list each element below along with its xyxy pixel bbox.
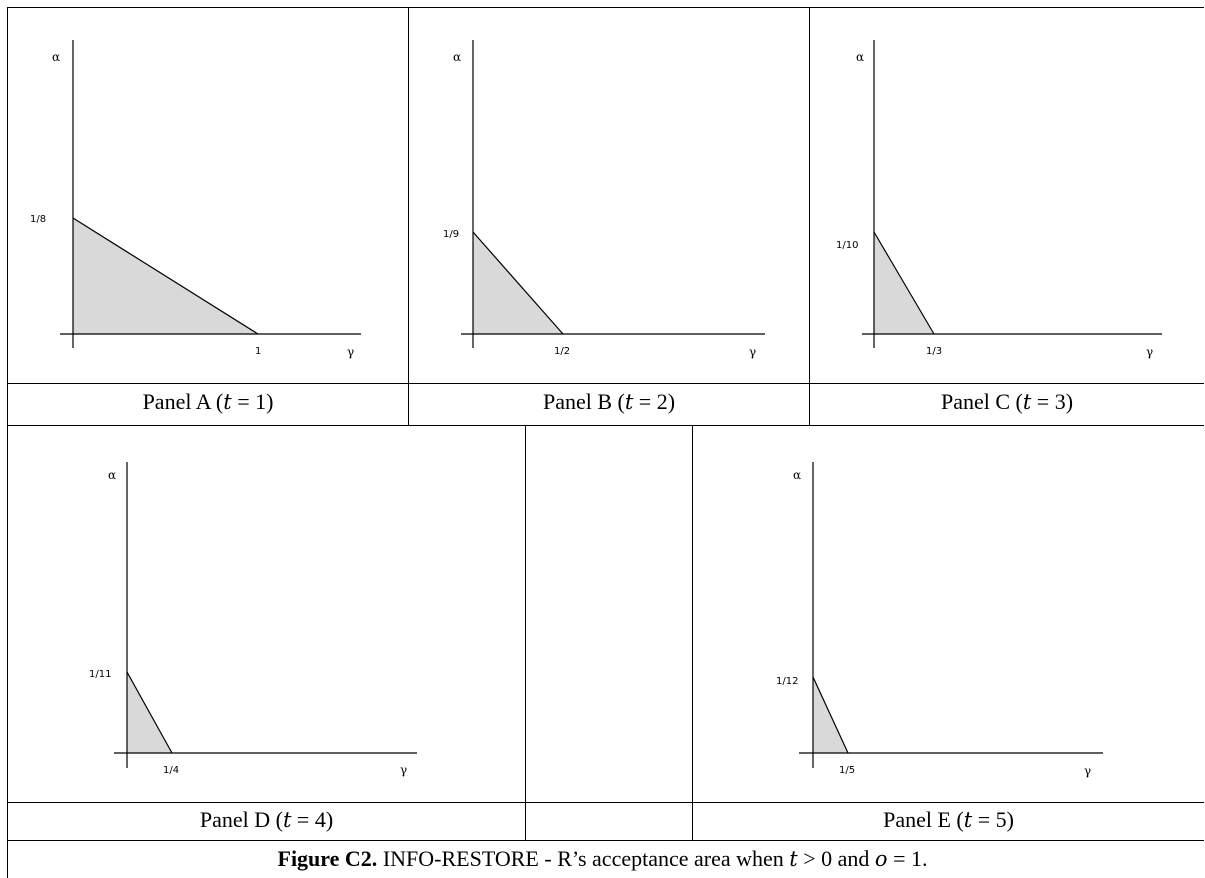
panel-b-caption-eq: = 2) (633, 389, 676, 414)
table-row-divider-2 (8, 425, 1204, 426)
panel-d-x-axis-label: γ (400, 763, 407, 777)
panel-e-caption-var: t (963, 808, 973, 832)
panel-c-x-axis-label: γ (1146, 345, 1153, 359)
panel-a-caption: Panel A (t = 1) (8, 385, 408, 419)
panel-b-x-axis-label: γ (749, 345, 756, 359)
panel-e-plot: α γ 1/12 1/5 (693, 426, 1204, 802)
table-col-divider-d (525, 425, 526, 840)
panel-c-boundary-line (873, 231, 935, 335)
panel-d-caption-eq: = 4) (291, 807, 334, 832)
table-col-divider-ab (408, 7, 409, 425)
panel-c-caption-prefix: Panel C ( (940, 389, 1023, 414)
panel-b-boundary-line (472, 231, 564, 335)
panel-b-svg: α γ 1/9 1/2 (443, 40, 765, 359)
panel-e-x-axis-label: γ (1084, 764, 1091, 778)
panel-c-svg: α γ 1/10 1/3 (836, 40, 1162, 359)
figure-caption-o-var: o (874, 847, 888, 871)
figure-caption-label: Figure C2. (277, 846, 378, 871)
panel-c-caption-eq: = 3) (1031, 389, 1074, 414)
panel-b-caption-prefix: Panel B ( (542, 389, 625, 414)
panel-b-x-intercept-label: 1/2 (554, 346, 570, 357)
panel-e-x-intercept-label: 1/5 (839, 765, 855, 776)
figure-caption: Figure C2. INFO-RESTORE - R’s acceptance… (0, 842, 1205, 876)
panel-e-y-intercept-label: 1/12 (776, 676, 798, 687)
table-border-top (8, 7, 1204, 8)
panel-e-caption-prefix: Panel E ( (883, 807, 964, 832)
panel-c-x-intercept-label: 1/3 (926, 346, 942, 357)
table-border-left (7, 7, 8, 878)
panel-d-x-intercept-label: 1/4 (163, 765, 179, 776)
table-col-divider-e (692, 425, 693, 840)
panel-e-boundary-line (812, 676, 849, 754)
panel-d-svg: α γ 1/11 1/4 (89, 462, 417, 777)
panel-b-y-axis-label: α (453, 50, 461, 64)
panel-d-caption-prefix: Panel D ( (199, 807, 283, 832)
figure-caption-text: INFO-RESTORE - R’s acceptance area when (377, 846, 790, 871)
panel-d-y-axis-label: α (108, 468, 116, 482)
figure-caption-o-cond: = 1. (887, 846, 928, 871)
panel-a-svg: α γ 1/8 1 (30, 40, 361, 359)
table-row-divider-1 (8, 383, 1204, 384)
panel-c-y-axis-label: α (856, 50, 864, 64)
panel-a-x-axis-label: γ (347, 345, 354, 359)
panel-a-y-intercept-label: 1/8 (30, 214, 46, 225)
panel-d-caption-var: t (282, 808, 292, 832)
panel-e-y-axis-label: α (793, 468, 801, 482)
panel-a-caption-var: t (223, 390, 232, 414)
panel-d-plot: α γ 1/11 1/4 (8, 426, 525, 802)
panel-b-plot: α γ 1/9 1/2 (409, 8, 809, 383)
panel-d-boundary-line (126, 671, 173, 754)
figure-caption-t-cond: > 0 and (797, 846, 875, 871)
panel-c-caption: Panel C (t = 3) (810, 385, 1204, 419)
panel-b-y-intercept-label: 1/9 (443, 229, 459, 240)
table-col-divider-bc (809, 7, 810, 425)
panel-b-caption: Panel B (t = 2) (409, 385, 809, 419)
panel-a-caption-eq: = 1) (231, 389, 274, 414)
panel-b-caption-var: t (624, 390, 634, 414)
panel-a-caption-prefix: Panel A ( (142, 389, 224, 414)
panel-e-caption: Panel E (t = 5) (693, 803, 1204, 837)
panel-d-caption: Panel D (t = 4) (8, 803, 525, 837)
panel-c-caption-var: t (1022, 390, 1032, 414)
panel-e-svg: α γ 1/12 1/5 (776, 462, 1103, 778)
panel-c-plot: α γ 1/10 1/3 (810, 8, 1204, 383)
table-row-divider-4 (8, 840, 1204, 841)
panel-a-x-intercept-label: 1 (255, 346, 261, 357)
panel-d-y-intercept-label: 1/11 (89, 669, 111, 680)
panel-c-y-intercept-label: 1/10 (836, 240, 858, 251)
figure-caption-t-var: t (789, 847, 798, 871)
panel-e-caption-eq: = 5) (972, 807, 1014, 832)
panel-a-y-axis-label: α (52, 50, 60, 64)
table-row-divider-3 (8, 802, 1204, 803)
panel-a-boundary-line (72, 217, 259, 335)
panel-a-plot: α γ 1/8 1 (8, 8, 408, 383)
